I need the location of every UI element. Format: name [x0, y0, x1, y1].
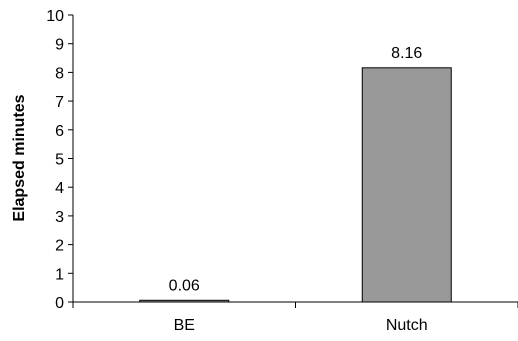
y-tick-label: 3 [55, 209, 64, 226]
bar-nutch [361, 67, 452, 303]
y-tick-label: 9 [55, 37, 64, 54]
y-tick-label: 5 [55, 152, 64, 169]
y-tick-label: 6 [55, 123, 64, 140]
data-label: 0.06 [169, 277, 200, 294]
y-tick-label: 2 [55, 238, 64, 255]
y-tick-label: 10 [46, 8, 64, 25]
bar-be [139, 299, 230, 303]
y-axis-title: Elapsed minutes [11, 94, 28, 221]
y-tick-label: 1 [55, 266, 64, 283]
x-category-label: Nutch [386, 317, 428, 334]
y-tick-label: 7 [55, 94, 64, 111]
y-tick-label: 0 [55, 295, 64, 312]
x-category-label: BE [174, 317, 195, 334]
y-tick-label: 4 [55, 180, 64, 197]
data-label: 8.16 [391, 45, 422, 62]
y-tick-label: 8 [55, 65, 64, 82]
